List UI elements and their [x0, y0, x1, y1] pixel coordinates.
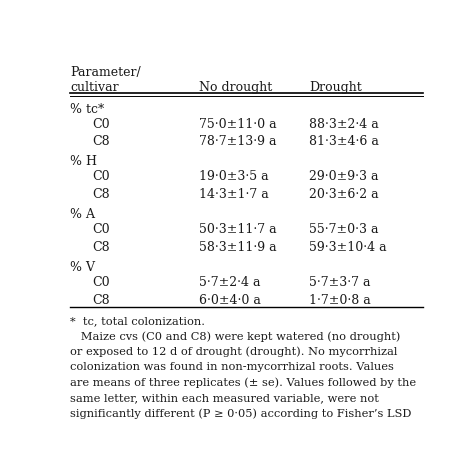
Text: cultivar: cultivar [70, 81, 119, 94]
Text: C0: C0 [92, 118, 110, 130]
Text: 81·3±4·6 a: 81·3±4·6 a [309, 135, 379, 148]
Text: colonization was found in non-mycorrhizal roots. Values: colonization was found in non-mycorrhiza… [70, 362, 394, 372]
Text: same letter, within each measured variable, were not: same letter, within each measured variab… [70, 393, 379, 403]
Text: 88·3±2·4 a: 88·3±2·4 a [309, 118, 379, 130]
Text: C0: C0 [92, 223, 110, 236]
Text: Parameter/: Parameter/ [70, 66, 141, 79]
Text: % V: % V [70, 261, 95, 274]
Text: 5·7±3·7 a: 5·7±3·7 a [309, 276, 371, 289]
Text: 14·3±1·7 a: 14·3±1·7 a [199, 188, 269, 201]
Text: Drought: Drought [309, 81, 362, 94]
Text: C8: C8 [92, 135, 110, 148]
Text: *  tc, total colonization.: * tc, total colonization. [70, 316, 205, 326]
Text: 59·3±10·4 a: 59·3±10·4 a [309, 241, 387, 254]
Text: % tc*: % tc* [70, 103, 105, 116]
Text: No drought: No drought [199, 81, 272, 94]
Text: C0: C0 [92, 170, 110, 183]
Text: Maize cvs (C0 and C8) were kept watered (no drought): Maize cvs (C0 and C8) were kept watered … [70, 331, 401, 342]
Text: are means of three replicates (± se). Values followed by the: are means of three replicates (± se). Va… [70, 377, 416, 388]
Text: significantly different (P ≥ 0·05) according to Fisher’s LSD: significantly different (P ≥ 0·05) accor… [70, 409, 411, 419]
Text: 75·0±11·0 a: 75·0±11·0 a [199, 118, 276, 130]
Text: 58·3±11·9 a: 58·3±11·9 a [199, 241, 276, 254]
Text: 29·0±9·3 a: 29·0±9·3 a [309, 170, 379, 183]
Text: 55·7±0·3 a: 55·7±0·3 a [309, 223, 379, 236]
Text: 5·7±2·4 a: 5·7±2·4 a [199, 276, 260, 289]
Text: 6·0±4·0 a: 6·0±4·0 a [199, 293, 261, 307]
Text: 19·0±3·5 a: 19·0±3·5 a [199, 170, 268, 183]
Text: 1·7±0·8 a: 1·7±0·8 a [309, 293, 371, 307]
Text: 78·7±13·9 a: 78·7±13·9 a [199, 135, 276, 148]
Text: 50·3±11·7 a: 50·3±11·7 a [199, 223, 276, 236]
Text: C8: C8 [92, 241, 110, 254]
Text: C0: C0 [92, 276, 110, 289]
Text: or exposed to 12 d of drought (drought). No mycorrhizal: or exposed to 12 d of drought (drought).… [70, 346, 398, 357]
Text: C8: C8 [92, 293, 110, 307]
Text: % H: % H [70, 155, 97, 168]
Text: C8: C8 [92, 188, 110, 201]
Text: % A: % A [70, 209, 95, 221]
Text: 20·3±6·2 a: 20·3±6·2 a [309, 188, 379, 201]
